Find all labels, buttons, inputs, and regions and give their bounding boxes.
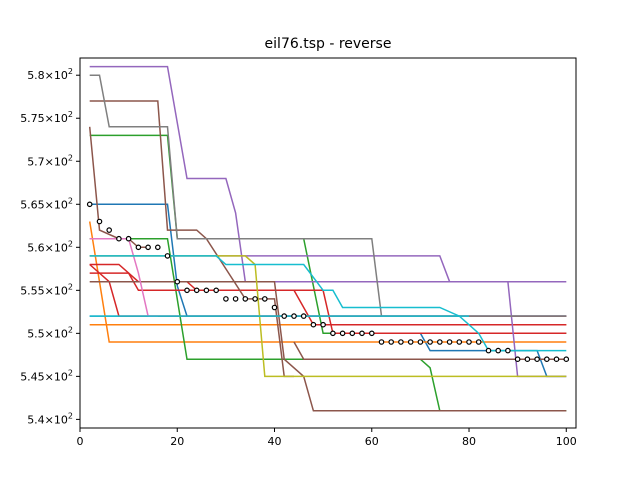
mean-marker-40 (466, 339, 472, 345)
mean-marker-3 (106, 227, 113, 233)
series-line-6 (89, 134, 567, 335)
series-line-1 (89, 203, 567, 317)
mean-marker-27 (339, 330, 346, 337)
x-tick-label-4: 80 (462, 435, 476, 448)
series-line-14 (88, 126, 149, 249)
mean-marker-36 (427, 339, 433, 345)
mean-marker-20 (271, 304, 278, 311)
mean-marker-18 (252, 296, 258, 302)
mean-marker-19 (261, 296, 268, 302)
mean-marker-38 (446, 339, 453, 345)
mean-marker-8 (155, 244, 161, 251)
mean-marker-32 (388, 339, 395, 345)
series-line-10 (89, 272, 567, 326)
series-line-16 (293, 341, 567, 360)
mean-marker-15 (223, 296, 229, 302)
series-line-21 (89, 255, 567, 352)
mean-marker-46 (524, 356, 531, 363)
mean-series-markers (86, 201, 570, 363)
x-tick-label-1: 20 (170, 435, 184, 448)
mean-marker-33 (398, 339, 404, 345)
mean-marker-10 (174, 278, 181, 285)
mean-marker-25 (320, 321, 326, 328)
series-line-4 (88, 221, 567, 343)
mean-marker-29 (359, 330, 365, 337)
x-tick-label-2: 40 (268, 435, 282, 448)
y-tick-label-7: 5.75×102 (20, 110, 73, 125)
series-line-3 (419, 332, 567, 378)
mean-marker-50 (563, 356, 570, 363)
mean-marker-22 (291, 313, 297, 319)
x-tick-label-3: 60 (365, 435, 379, 448)
mean-marker-2 (96, 218, 103, 225)
mean-marker-26 (330, 330, 336, 337)
series-line-18 (89, 237, 158, 317)
mean-marker-4 (116, 235, 122, 242)
mean-marker-35 (417, 339, 424, 345)
y-tick-label-0: 5.4×102 (27, 411, 73, 426)
series-line-17 (89, 280, 567, 412)
series-layer (88, 65, 567, 412)
y-tick-label-1: 5.45×102 (20, 368, 73, 383)
mean-marker-11 (184, 287, 190, 294)
mean-marker-7 (145, 244, 151, 251)
y-axis: 5.4×102 5.45×102 5.5×102 5.55×102 5.6×102 5.6… (20, 67, 80, 426)
mean-marker-30 (368, 330, 375, 337)
mean-marker-24 (310, 321, 317, 328)
mean-marker-13 (203, 287, 210, 294)
x-axis: 0 20 40 60 80 100 (77, 428, 577, 448)
mean-marker-43 (495, 347, 502, 354)
mean-marker-45 (514, 356, 521, 363)
y-tick-label-5: 5.65×102 (20, 196, 73, 211)
mean-marker-12 (193, 287, 200, 294)
mean-marker-47 (534, 356, 540, 363)
series-line-7 (89, 237, 567, 360)
mean-marker-5 (125, 235, 132, 242)
y-tick-label-2: 5.5×102 (27, 325, 73, 340)
mean-marker-21 (281, 313, 288, 319)
mean-marker-49 (553, 356, 560, 363)
mean-marker-48 (543, 356, 550, 363)
y-tick-label-3: 5.55×102 (20, 282, 73, 297)
mean-marker-16 (232, 296, 239, 302)
mean-marker-44 (505, 347, 511, 354)
series-line-12 (89, 65, 567, 283)
mean-marker-34 (407, 339, 414, 345)
chart-title: eil76.tsp - reverse (265, 36, 392, 52)
y-tick-label-8: 5.8×102 (27, 67, 73, 82)
mean-marker-23 (300, 313, 307, 319)
mean-marker-42 (485, 347, 492, 354)
series-line-8 (323, 358, 567, 412)
y-tick-label-6: 5.7×102 (27, 153, 73, 168)
mean-marker-6 (135, 244, 142, 251)
mean-marker-39 (456, 339, 463, 345)
mean-marker-31 (378, 339, 385, 345)
mean-marker-14 (213, 287, 220, 294)
mean-marker-37 (436, 339, 443, 345)
series-line-9 (89, 263, 567, 335)
x-tick-label-5: 100 (556, 435, 577, 448)
y-tick-label-4: 5.6×102 (27, 239, 73, 254)
mean-marker-17 (242, 296, 249, 302)
mean-marker-1 (86, 201, 93, 208)
mean-marker-28 (349, 330, 356, 337)
plot-frame (79, 57, 577, 429)
series-line-19 (89, 74, 567, 317)
x-tick-label-0: 0 (77, 435, 84, 448)
mean-marker-9 (164, 253, 171, 259)
mean-marker-41 (475, 339, 482, 345)
